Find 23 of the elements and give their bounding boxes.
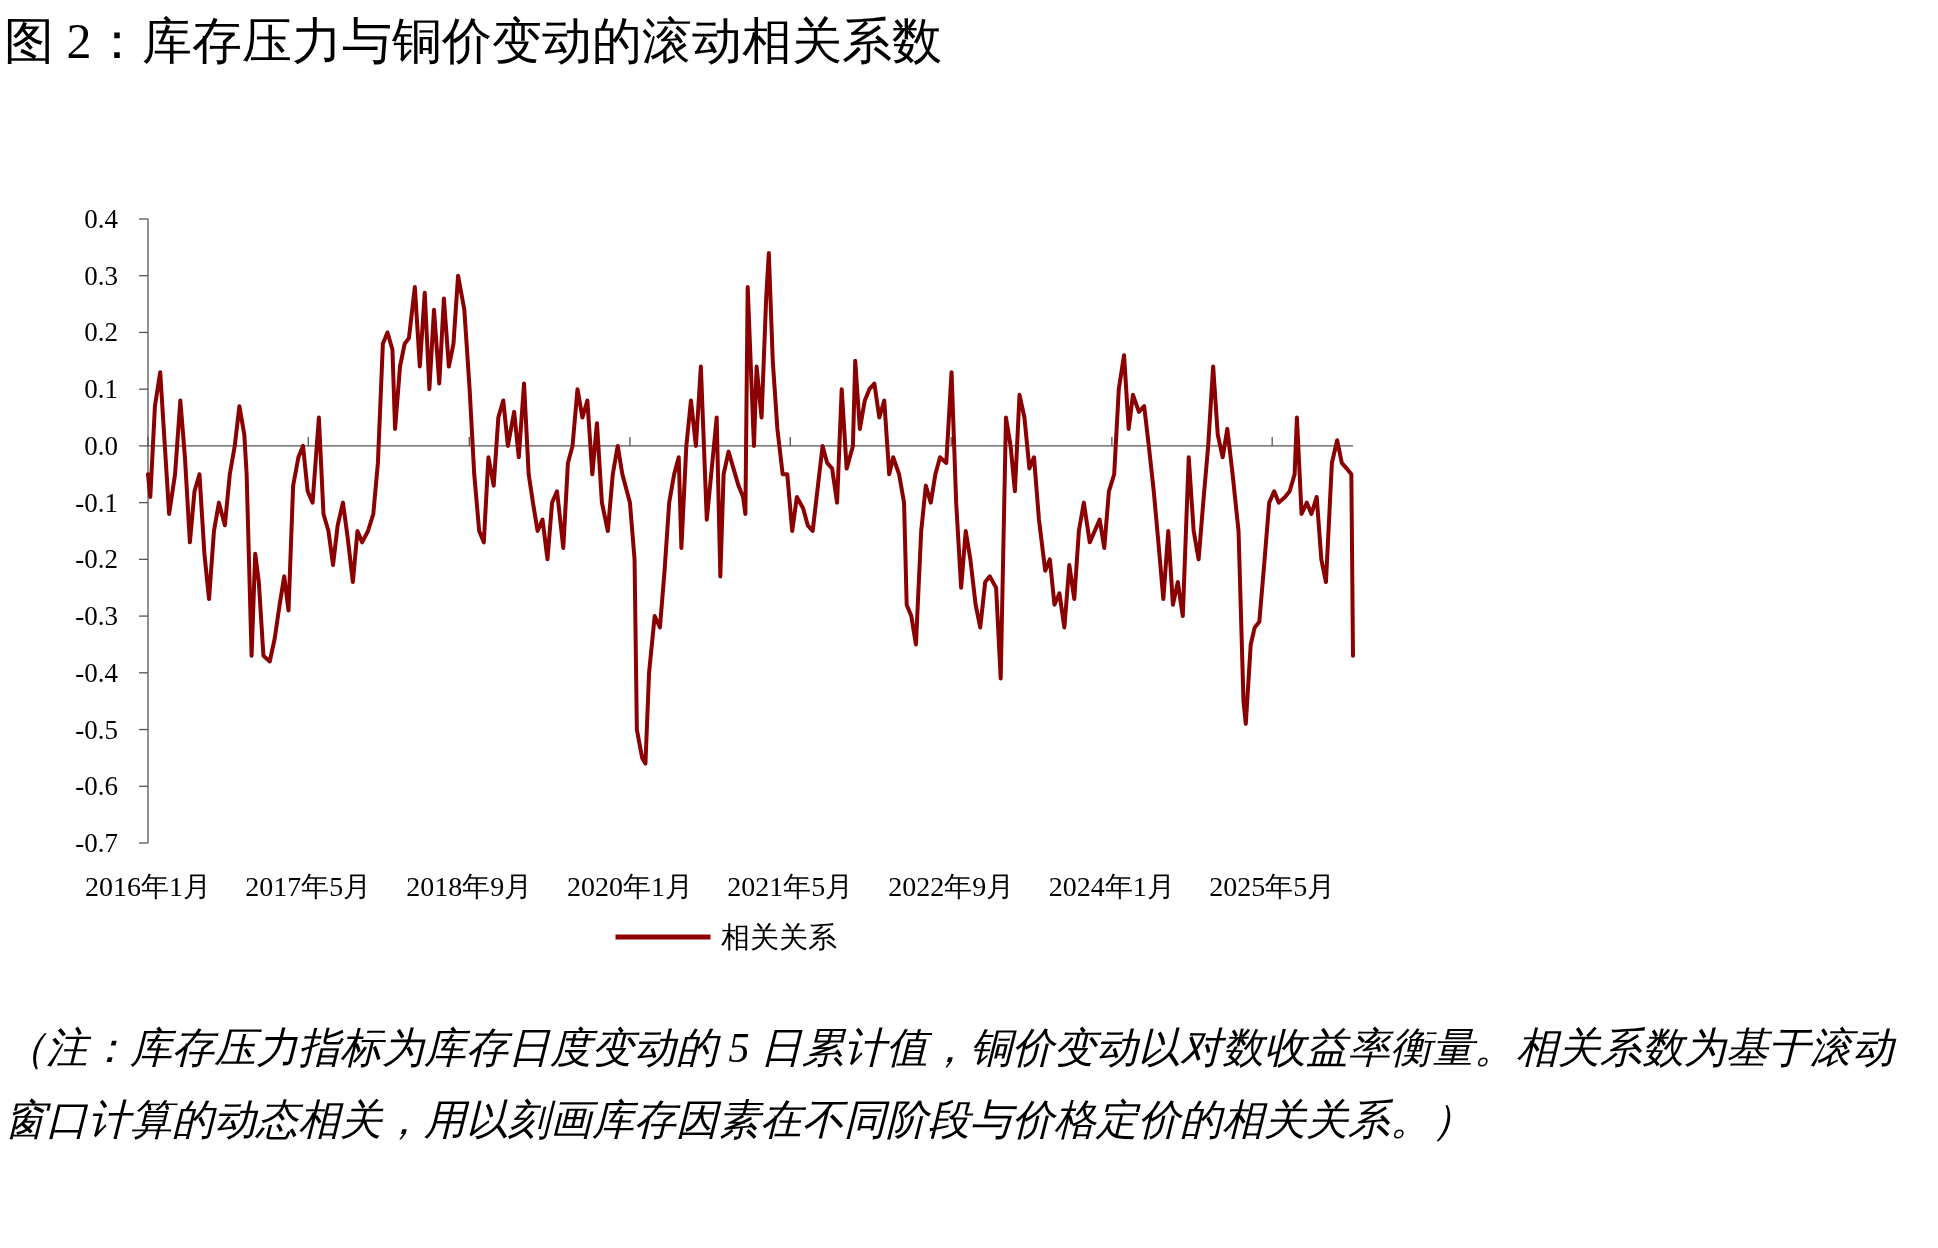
y-tick-label: 0.3 <box>84 260 118 291</box>
y-tick-label: 0.2 <box>84 317 118 348</box>
legend-label: 相关关系 <box>720 921 837 953</box>
y-tick-label: -0.5 <box>75 714 118 745</box>
y-tick-label: -0.6 <box>75 771 118 802</box>
y-tick-label: 0.0 <box>84 430 118 461</box>
x-tick-label: 2021年5月 <box>727 871 854 902</box>
x-tick-label: 2018年9月 <box>406 871 533 902</box>
y-tick-label: 0.1 <box>84 374 118 405</box>
chart-title: 图 2：库存压力与铜价变动的滚动相关系数 <box>4 12 942 71</box>
x-tick-label: 2024年1月 <box>1048 871 1175 902</box>
x-tick-label: 2020年1月 <box>566 871 693 902</box>
y-tick-label: -0.2 <box>75 544 118 575</box>
x-tick-label: 2022年9月 <box>888 871 1015 902</box>
x-tick-label: 2017年5月 <box>245 871 372 902</box>
y-tick-label: 0.4 <box>84 204 119 234</box>
text: （注：库存压力指标为库存日度变动的 5 日累计值，铜价变动以对数收益率衡量。相关系数为基于滚动窗口计算的动态相关，用以刻画库存因素在不同阶段与价格定价的相关关系。） <box>4 1024 1898 1145</box>
x-tick-label: 2025年5月 <box>1209 871 1336 902</box>
y-tick-label: -0.1 <box>75 487 118 518</box>
y-tick-label: -0.4 <box>75 657 119 688</box>
y-tick-label: -0.3 <box>75 601 118 632</box>
y-tick-label: -0.7 <box>75 828 118 858</box>
x-tick-label: 2016年1月 <box>85 871 211 902</box>
